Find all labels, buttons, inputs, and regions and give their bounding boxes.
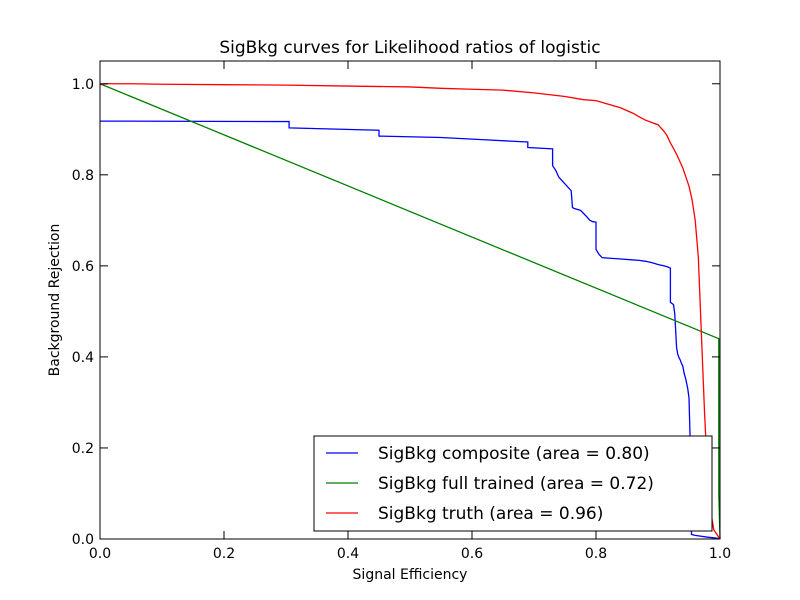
x-tick-label: 0.6 <box>461 546 483 562</box>
y-tick-label: 0.0 <box>72 532 94 548</box>
y-tick-label: 0.6 <box>72 259 94 275</box>
y-tick-label: 1.0 <box>72 77 94 93</box>
y-tick-label: 0.2 <box>72 441 94 457</box>
x-tick-label: 0.4 <box>337 546 359 562</box>
y-axis-label: Background Rejection <box>47 224 63 377</box>
series-line-3 <box>99 83 721 540</box>
series-line-1 <box>99 120 721 540</box>
series-line-2 <box>99 83 721 540</box>
x-tick-label: 0.0 <box>89 546 111 562</box>
legend-box <box>313 435 713 532</box>
x-tick-label: 0.2 <box>213 546 235 562</box>
x-axis-label: Signal Efficiency <box>353 567 468 583</box>
legend-label-2: SigBkg full trained (area = 0.72) <box>378 474 654 494</box>
legend-label-3: SigBkg truth (area = 0.96) <box>378 504 603 524</box>
y-tick-label: 0.8 <box>72 168 94 184</box>
x-tick-label: 1.0 <box>709 546 731 562</box>
legend-label-1: SigBkg composite (area = 0.80) <box>378 444 650 464</box>
legend: SigBkg composite (area = 0.80) SigBkg ful… <box>313 435 713 532</box>
x-tick-label: 0.8 <box>585 546 607 562</box>
y-tick-label: 0.4 <box>72 350 94 366</box>
plot-area: 0.0 0.2 0.4 0.6 0.8 1.0 0.0 0.2 0.4 0.6 0.8 1.0 <box>72 60 731 562</box>
axes-frame <box>99 60 721 540</box>
chart-title: SigBkg curves for Likelihood ratios of l… <box>219 38 600 58</box>
